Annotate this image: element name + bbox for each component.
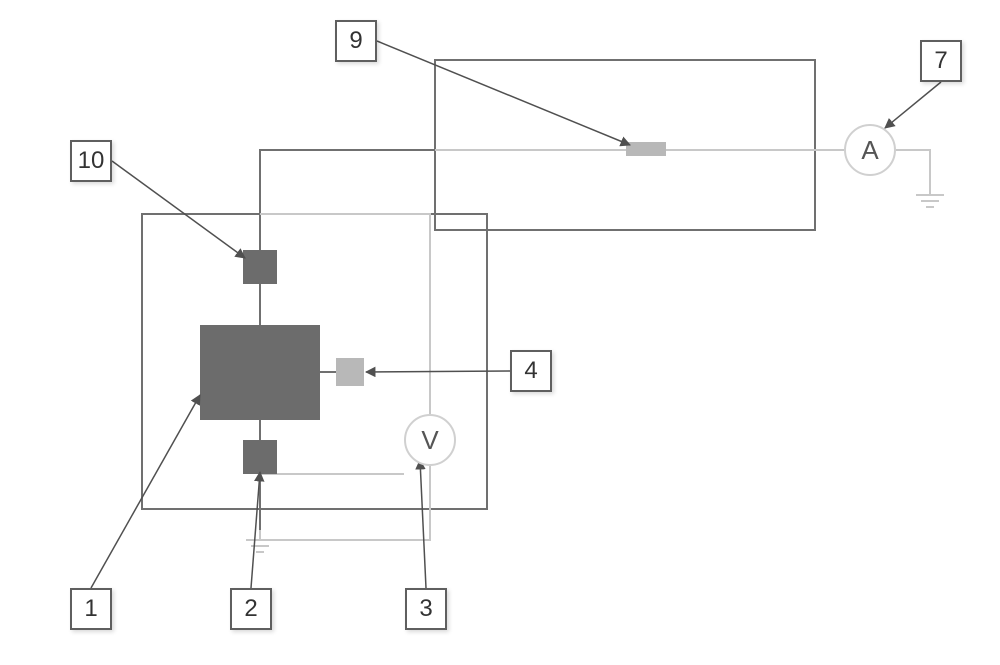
label-7: 7 bbox=[920, 40, 962, 82]
voltmeter: V bbox=[404, 414, 456, 466]
label-3: 3 bbox=[405, 588, 447, 630]
fuse_block bbox=[626, 142, 666, 156]
label-4: 4 bbox=[510, 350, 552, 392]
bot_block bbox=[243, 440, 277, 474]
ammeter: A bbox=[844, 124, 896, 176]
schematic-svg bbox=[0, 0, 1000, 665]
top_block bbox=[243, 250, 277, 284]
circuit-diagram: 1 2 3 4 7 9 10 V A bbox=[0, 0, 1000, 665]
label-10: 10 bbox=[70, 140, 112, 182]
sensor_block bbox=[336, 358, 364, 386]
label-1: 1 bbox=[70, 588, 112, 630]
big_block bbox=[200, 325, 320, 420]
label-2: 2 bbox=[230, 588, 272, 630]
label-9: 9 bbox=[335, 20, 377, 62]
